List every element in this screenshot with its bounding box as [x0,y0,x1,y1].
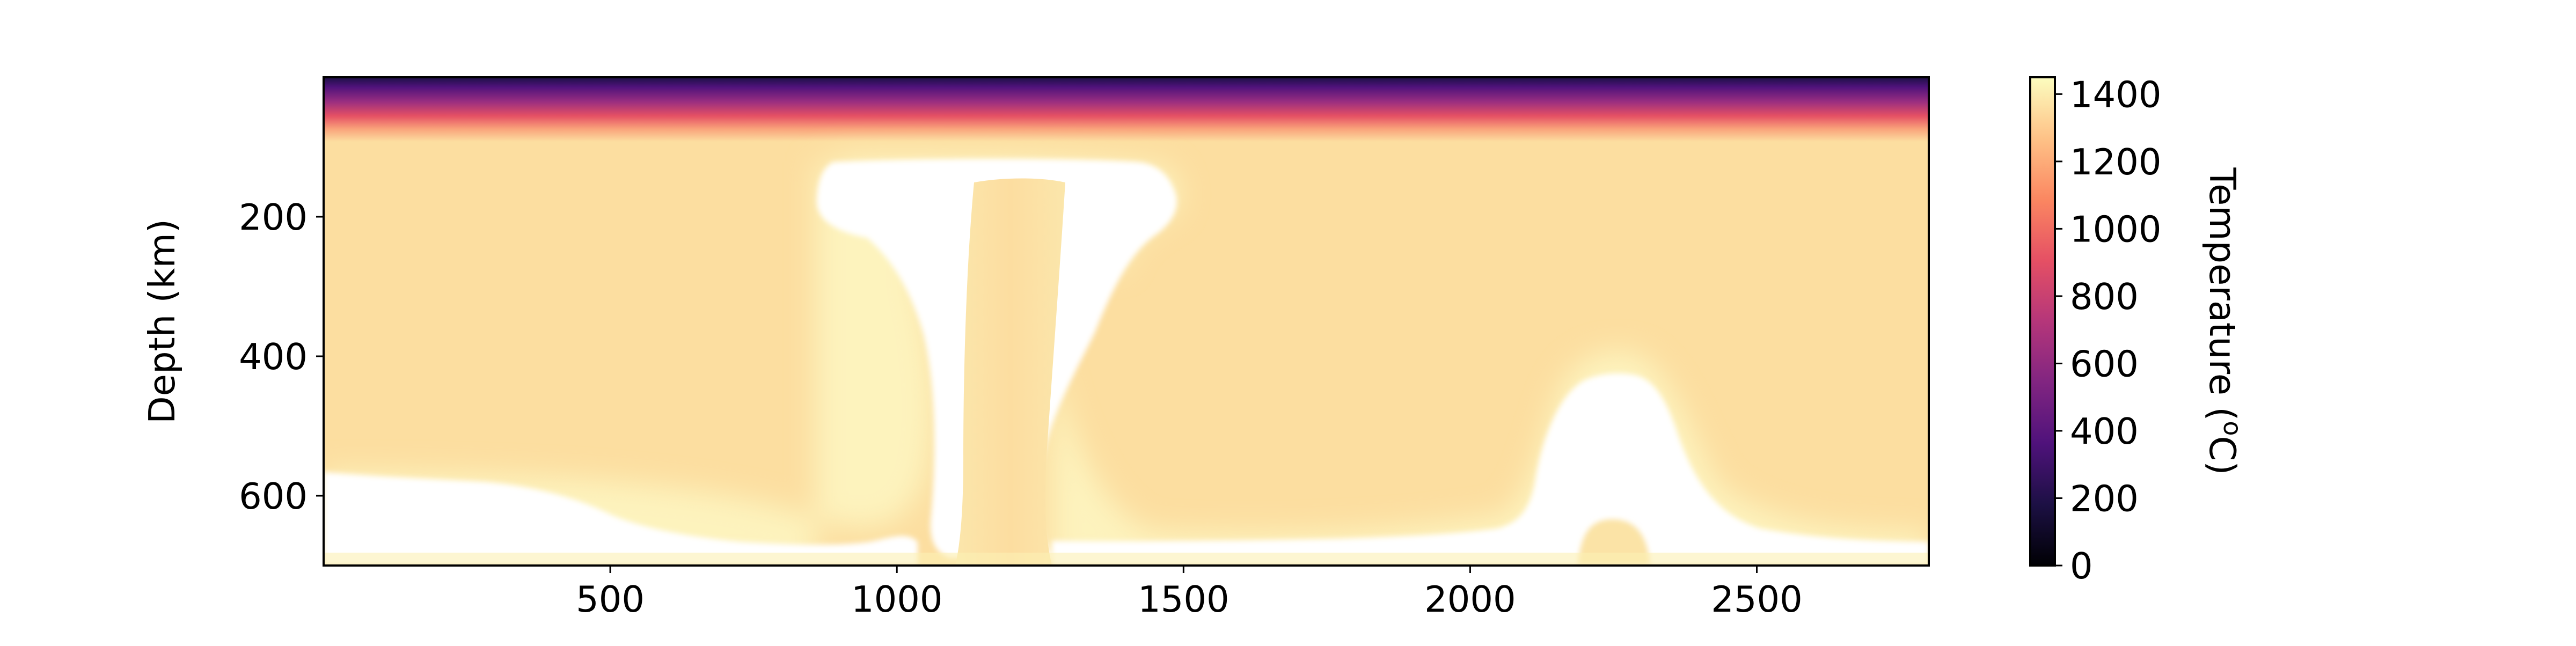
y-tick-label: 200 [239,196,308,238]
temperature-field [324,77,1929,566]
colorbar-tick-label: 1200 [2070,141,2162,183]
colorbar-tick-label: 400 [2070,410,2139,452]
x-tick-label: 1500 [1138,578,1230,620]
colorbar-label: Temperature (oC) [2201,167,2247,475]
colorbar-tick-label: 0 [2070,545,2093,587]
y-axis-label: Depth (km) [141,219,183,424]
basal-layer-right [1052,373,1929,566]
x-tick-label: 1000 [851,578,943,620]
y-tick-label: 400 [239,336,308,378]
colorbar-tick-label: 800 [2070,276,2139,318]
y-axis: 200 400 600 [239,196,324,517]
bottom-boundary-band [324,553,1929,566]
y-tick-label: 600 [239,475,308,517]
plot-frame [323,76,1930,567]
lithosphere-gradient [324,77,1929,142]
x-tick-label: 2500 [1711,578,1803,620]
x-tick-label: 500 [576,578,645,620]
plume-conduit-core [955,178,1065,566]
colorbar [2029,76,2056,567]
x-tick-label: 2000 [1424,578,1516,620]
colorbar-ticks: 0 200 400 600 800 1000 1200 1400 [2055,74,2162,587]
colorbar-tick-label: 1000 [2070,208,2162,250]
colorbar-tick-label: 200 [2070,478,2139,519]
basal-layer-left [324,472,918,566]
colorbar-tick-label: 1400 [2070,74,2162,115]
x-axis: 500 1000 1500 2000 2500 [576,566,1803,620]
colorbar-tick-label: 600 [2070,343,2139,385]
